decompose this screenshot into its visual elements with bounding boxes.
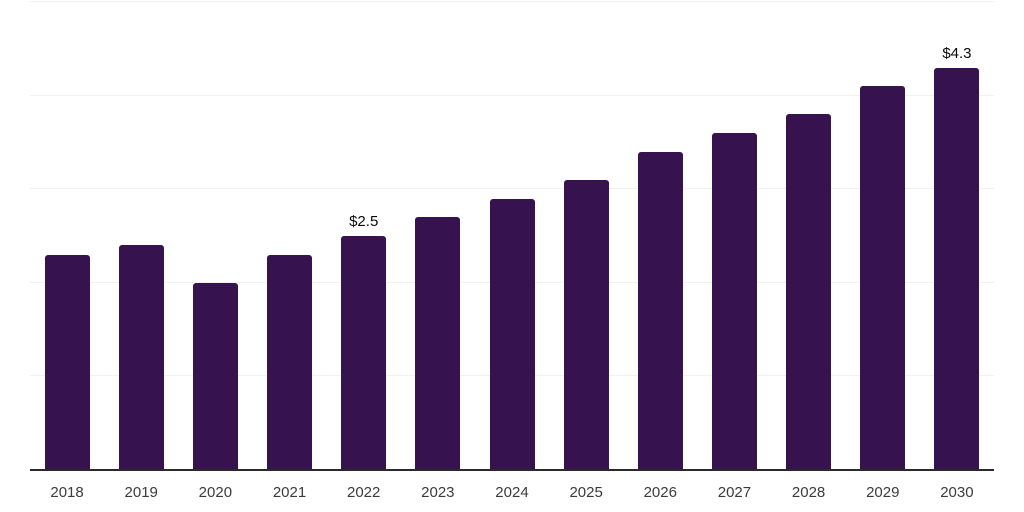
bar-2028[interactable] bbox=[786, 114, 832, 470]
bar-value-label-2030: $4.3 bbox=[942, 44, 972, 62]
x-axis-line bbox=[30, 469, 994, 471]
x-tick-2029: 2029 bbox=[866, 484, 900, 501]
gridline bbox=[30, 94, 994, 96]
bar-value-label-2022: $2.5 bbox=[349, 213, 379, 230]
bar-2030[interactable]: $4.3 bbox=[934, 46, 980, 470]
gridline bbox=[30, 1, 994, 2]
bar-2019[interactable] bbox=[118, 245, 164, 470]
x-tick-2020: 2020 bbox=[198, 484, 233, 501]
bar-2029[interactable] bbox=[860, 86, 906, 470]
x-tick-2021: 2021 bbox=[272, 484, 307, 501]
gridline bbox=[30, 188, 994, 190]
x-tick-2018: 2018 bbox=[50, 484, 84, 501]
x-tick-2026: 2026 bbox=[643, 484, 677, 501]
bar-2024[interactable] bbox=[489, 198, 535, 470]
bar-2025[interactable] bbox=[563, 179, 609, 470]
bar-2021[interactable] bbox=[267, 254, 313, 470]
bar-2026[interactable] bbox=[637, 151, 683, 470]
bar-2022[interactable]: $2.5 bbox=[341, 214, 387, 470]
bar-2020[interactable] bbox=[192, 282, 238, 470]
x-tick-2025: 2025 bbox=[569, 484, 603, 501]
x-tick-2028: 2028 bbox=[791, 484, 826, 501]
bar-2018[interactable] bbox=[44, 254, 90, 470]
x-tick-2030: 2030 bbox=[940, 484, 974, 501]
x-tick-2019: 2019 bbox=[124, 484, 158, 501]
x-tick-2024: 2024 bbox=[495, 484, 529, 501]
bar-2023[interactable] bbox=[415, 217, 461, 470]
x-tick-2023: 2023 bbox=[421, 484, 455, 501]
x-tick-2022: 2022 bbox=[346, 484, 381, 501]
x-tick-2027: 2027 bbox=[717, 484, 752, 501]
bar-2027[interactable] bbox=[711, 133, 757, 470]
